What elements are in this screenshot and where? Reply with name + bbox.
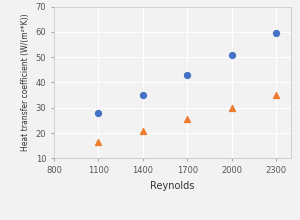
Point	[274, 93, 279, 97]
Point	[230, 53, 234, 56]
X-axis label: Reynolds: Reynolds	[150, 181, 195, 191]
Point	[96, 111, 101, 115]
Point	[140, 129, 145, 132]
Point	[140, 93, 145, 97]
Point	[96, 140, 101, 144]
Point	[230, 106, 234, 110]
Point	[185, 73, 190, 77]
Point	[274, 31, 279, 35]
Point	[185, 117, 190, 121]
Y-axis label: Heat transfer coefficient (W/(m²*K)): Heat transfer coefficient (W/(m²*K))	[21, 14, 30, 151]
